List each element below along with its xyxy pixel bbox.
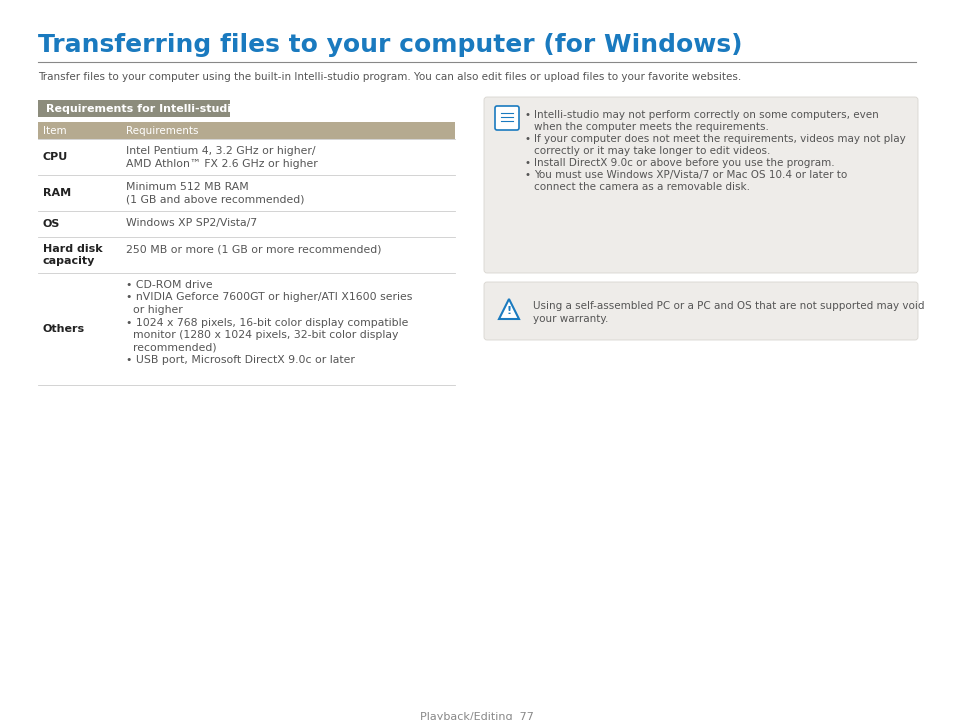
Text: (1 GB and above recommended): (1 GB and above recommended) bbox=[126, 194, 304, 204]
Text: Install DirectX 9.0c or above before you use the program.: Install DirectX 9.0c or above before you… bbox=[534, 158, 834, 168]
Text: •: • bbox=[524, 110, 531, 120]
Text: •: • bbox=[524, 134, 531, 144]
Text: when the computer meets the requirements.: when the computer meets the requirements… bbox=[534, 122, 768, 132]
Bar bbox=[38, 122, 455, 139]
Text: •: • bbox=[524, 158, 531, 168]
FancyBboxPatch shape bbox=[495, 106, 518, 130]
Text: !: ! bbox=[506, 307, 511, 316]
Text: Requirements for Intelli-studio: Requirements for Intelli-studio bbox=[46, 104, 238, 114]
Text: Requirements: Requirements bbox=[126, 125, 198, 135]
Text: recommended): recommended) bbox=[126, 343, 216, 353]
Text: monitor (1280 x 1024 pixels, 32-bit color display: monitor (1280 x 1024 pixels, 32-bit colo… bbox=[126, 330, 398, 340]
Text: • 1024 x 768 pixels, 16-bit color display compatible: • 1024 x 768 pixels, 16-bit color displa… bbox=[126, 318, 408, 328]
Text: • CD-ROM drive: • CD-ROM drive bbox=[126, 280, 213, 290]
FancyBboxPatch shape bbox=[483, 282, 917, 340]
Text: Windows XP SP2/Vista/7: Windows XP SP2/Vista/7 bbox=[126, 218, 257, 228]
Text: • nVIDIA Geforce 7600GT or higher/ATI X1600 series: • nVIDIA Geforce 7600GT or higher/ATI X1… bbox=[126, 292, 412, 302]
Text: Hard disk
capacity: Hard disk capacity bbox=[43, 244, 103, 266]
Text: Intel Pentium 4, 3.2 GHz or higher/: Intel Pentium 4, 3.2 GHz or higher/ bbox=[126, 146, 315, 156]
FancyBboxPatch shape bbox=[483, 97, 917, 273]
Text: Transfer files to your computer using the built-in Intelli-studio program. You c: Transfer files to your computer using th… bbox=[38, 72, 740, 82]
Text: your warranty.: your warranty. bbox=[533, 314, 608, 324]
Text: If your computer does not meet the requirements, videos may not play: If your computer does not meet the requi… bbox=[534, 134, 904, 144]
Text: Transferring files to your computer (for Windows): Transferring files to your computer (for… bbox=[38, 33, 741, 57]
Text: Intelli-studio may not perform correctly on some computers, even: Intelli-studio may not perform correctly… bbox=[534, 110, 878, 120]
Text: AMD Athlon™ FX 2.6 GHz or higher: AMD Athlon™ FX 2.6 GHz or higher bbox=[126, 158, 317, 168]
Text: 250 MB or more (1 GB or more recommended): 250 MB or more (1 GB or more recommended… bbox=[126, 244, 381, 254]
Text: CPU: CPU bbox=[43, 152, 69, 162]
Text: Others: Others bbox=[43, 324, 85, 334]
Text: •: • bbox=[524, 170, 531, 180]
Text: • USB port, Microsoft DirectX 9.0c or later: • USB port, Microsoft DirectX 9.0c or la… bbox=[126, 355, 355, 365]
Text: Minimum 512 MB RAM: Minimum 512 MB RAM bbox=[126, 182, 249, 192]
Polygon shape bbox=[498, 299, 518, 319]
Text: You must use Windows XP/Vista/7 or Mac OS 10.4 or later to: You must use Windows XP/Vista/7 or Mac O… bbox=[534, 170, 846, 180]
Text: or higher: or higher bbox=[126, 305, 183, 315]
Text: connect the camera as a removable disk.: connect the camera as a removable disk. bbox=[534, 182, 749, 192]
Bar bbox=[38, 100, 230, 117]
Text: Using a self-assembled PC or a PC and OS that are not supported may void: Using a self-assembled PC or a PC and OS… bbox=[533, 301, 923, 311]
Text: correctly or it may take longer to edit videos.: correctly or it may take longer to edit … bbox=[534, 146, 770, 156]
Text: Item: Item bbox=[43, 125, 67, 135]
Text: Playback/Editing  77: Playback/Editing 77 bbox=[419, 712, 534, 720]
Text: RAM: RAM bbox=[43, 188, 71, 198]
Text: OS: OS bbox=[43, 219, 60, 229]
